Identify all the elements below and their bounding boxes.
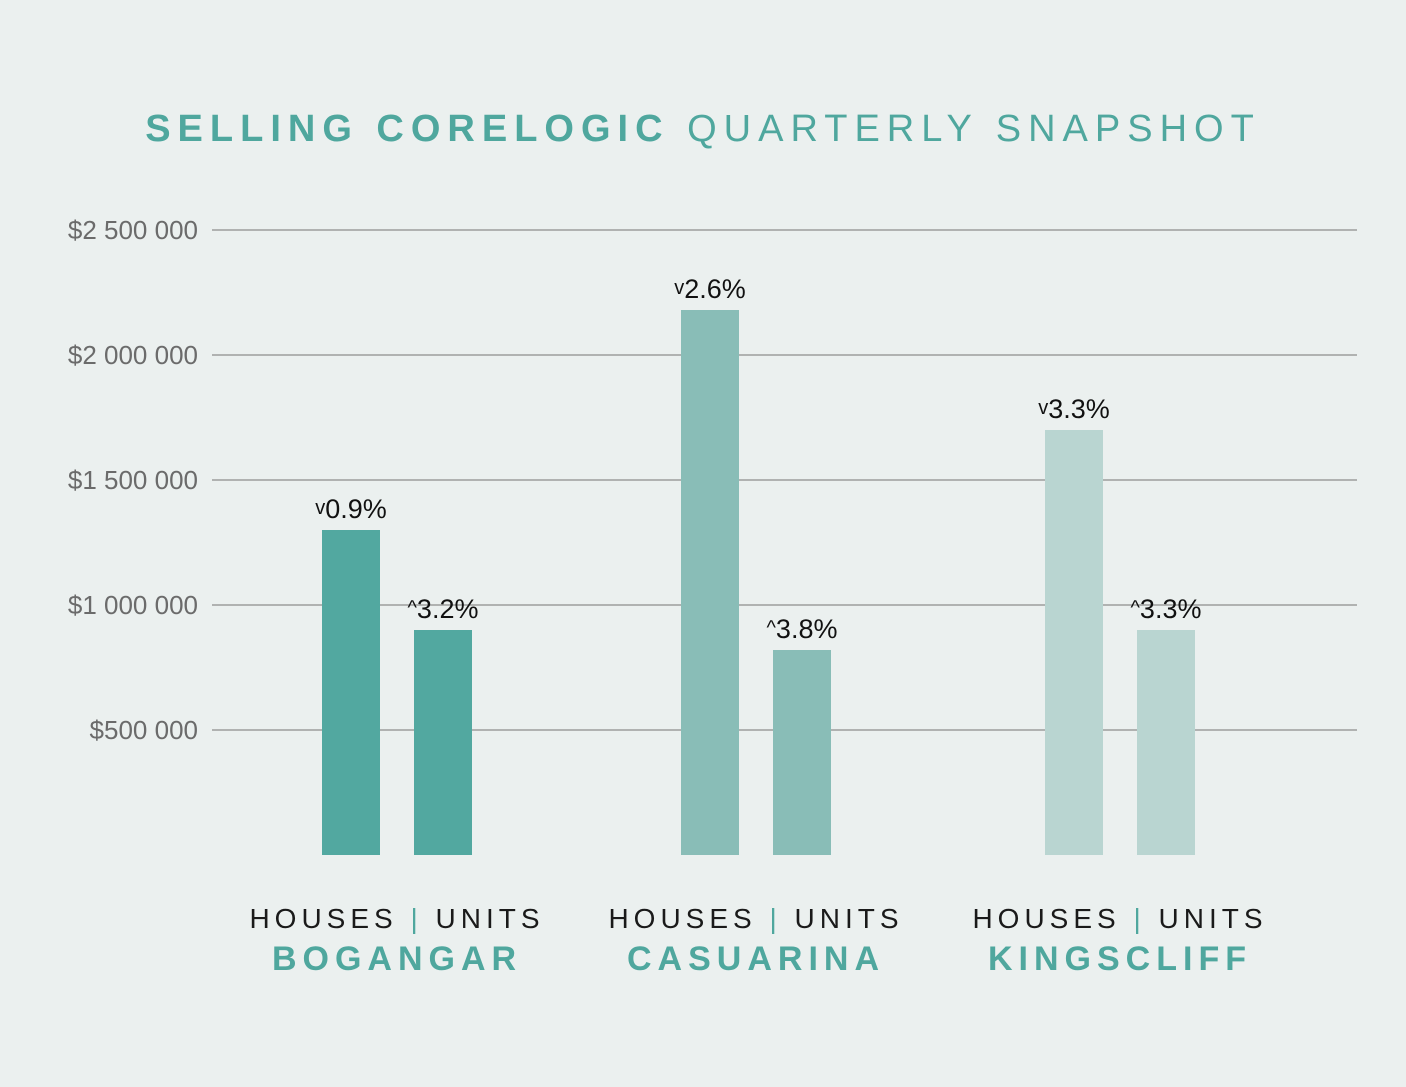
data-label: v2.6% — [674, 274, 746, 304]
y-tick-label: $1 500 000 — [68, 465, 198, 495]
bar — [1045, 430, 1103, 855]
data-label: ^3.8% — [767, 614, 838, 644]
sublabel-houses: HOUSES — [249, 903, 410, 934]
sublabel-houses: HOUSES — [972, 903, 1133, 934]
data-label-value: 0.9% — [325, 494, 387, 524]
group-label: CASUARINA — [627, 940, 885, 978]
bar — [322, 530, 380, 855]
up-arrow-icon: ^ — [767, 617, 777, 639]
category-sublabel: HOUSES | UNITS — [972, 903, 1267, 934]
sublabel-houses: HOUSES — [608, 903, 769, 934]
data-label-value: 3.3% — [1140, 594, 1202, 624]
sublabel-separator: | — [410, 903, 422, 934]
up-arrow-icon: ^ — [408, 597, 418, 619]
data-label-value: 2.6% — [684, 274, 746, 304]
sublabel-units: UNITS — [782, 903, 904, 934]
bar — [773, 650, 831, 855]
bar — [681, 310, 739, 855]
sublabel-units: UNITS — [423, 903, 545, 934]
title-light: QUARTERLY SNAPSHOT — [687, 108, 1261, 150]
data-label-value: 3.2% — [417, 594, 479, 624]
title-bold: SELLING CORELOGIC — [145, 108, 670, 150]
sublabel-separator: | — [769, 903, 781, 934]
bar — [1137, 630, 1195, 855]
data-label: ^3.2% — [408, 594, 479, 624]
down-arrow-icon: v — [674, 277, 684, 299]
group-label: BOGANGAR — [272, 940, 522, 978]
data-label: ^3.3% — [1131, 594, 1202, 624]
y-tick-label: $500 000 — [90, 715, 198, 745]
down-arrow-icon: v — [1038, 397, 1048, 419]
category-sublabel: HOUSES | UNITS — [249, 903, 544, 934]
data-label: v0.9% — [315, 494, 387, 524]
sublabel-separator: | — [1133, 903, 1145, 934]
category-sublabel: HOUSES | UNITS — [608, 903, 903, 934]
data-label-value: 3.3% — [1048, 394, 1110, 424]
data-label: v3.3% — [1038, 394, 1110, 424]
down-arrow-icon: v — [315, 497, 325, 519]
y-tick-label: $1 000 000 — [68, 590, 198, 620]
up-arrow-icon: ^ — [1131, 597, 1141, 619]
data-label-value: 3.8% — [776, 614, 838, 644]
chart-title: SELLING CORELOGIC QUARTERLY SNAPSHOT — [0, 108, 1406, 151]
group-label: KINGSCLIFF — [988, 940, 1252, 978]
sublabel-units: UNITS — [1146, 903, 1268, 934]
y-tick-label: $2 500 000 — [68, 215, 198, 245]
bar — [414, 630, 472, 855]
y-tick-label: $2 000 000 — [68, 340, 198, 370]
